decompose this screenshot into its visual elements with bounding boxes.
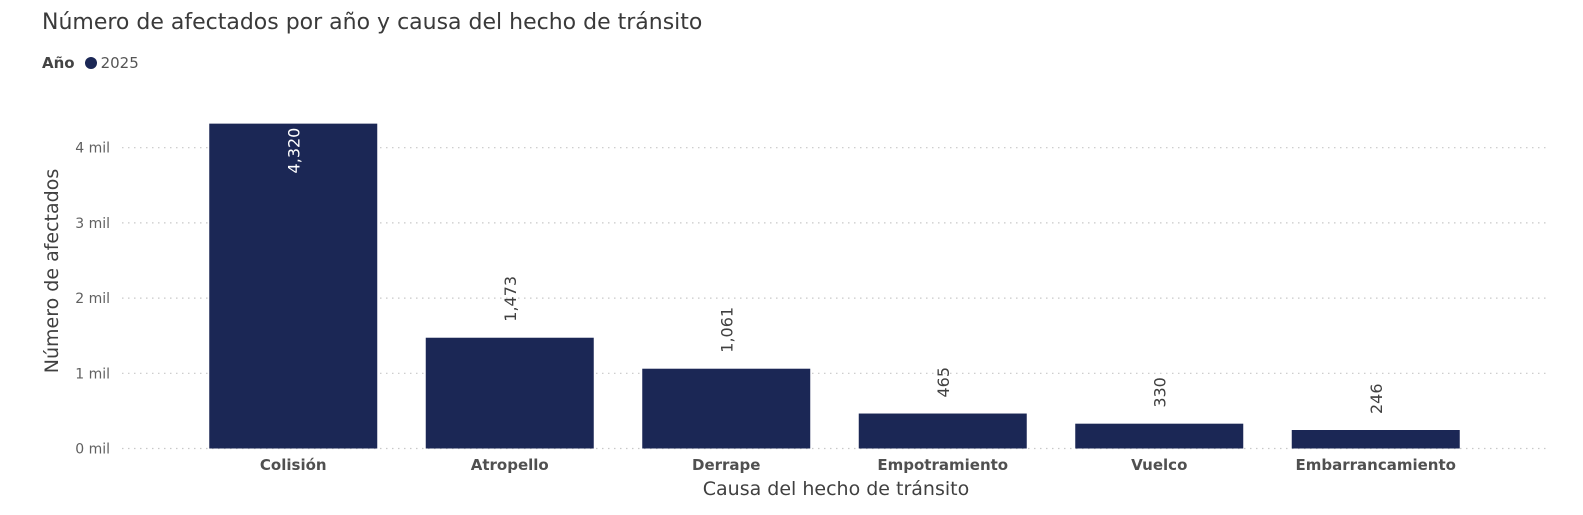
data-label: 1,473 [501, 276, 520, 322]
x-tick-label: Vuelco [1131, 456, 1187, 474]
bar-4 [1075, 423, 1244, 449]
data-label: 1,061 [717, 307, 736, 353]
x-axis-title: Causa del hecho de tránsito [703, 478, 969, 500]
legend-item-2025[interactable]: 2025 [100, 54, 139, 72]
y-axis-title: Número de afectados [41, 169, 63, 373]
x-tick-label: Embarrancamiento [1296, 456, 1456, 474]
y-tick-label: 1 mil [75, 366, 110, 382]
x-tick-label: Colisión [260, 456, 327, 474]
bar-3 [858, 413, 1027, 449]
data-label: 246 [1367, 383, 1386, 414]
data-label: 330 [1150, 377, 1169, 408]
data-label: 465 [934, 367, 953, 398]
x-tick-label: Empotramiento [877, 456, 1008, 474]
bar-2 [642, 368, 811, 449]
data-label: 4,320 [284, 128, 303, 174]
y-tick-label: 4 mil [75, 141, 110, 157]
bar-1 [425, 337, 594, 449]
bar-0 [209, 123, 378, 449]
y-tick-label: 0 mil [75, 442, 110, 458]
legend-title: Año [42, 54, 75, 72]
bar-5 [1291, 430, 1460, 449]
chart-title: Número de afectados por año y causa del … [42, 10, 703, 35]
x-tick-label: Atropello [471, 456, 549, 474]
x-tick-label: Derrape [692, 456, 760, 474]
legend: Año 2025 [42, 54, 139, 72]
y-tick-label: 2 mil [75, 291, 110, 307]
y-tick-label: 3 mil [75, 216, 110, 232]
legend-marker-2025 [84, 57, 97, 69]
